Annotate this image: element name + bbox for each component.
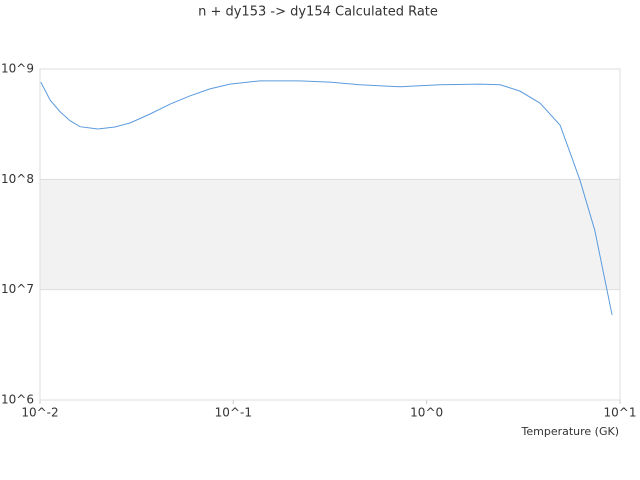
- x-tick-label: 10^-2: [21, 406, 58, 420]
- x-tick-label: 10^-1: [215, 406, 252, 420]
- y-tick-label: 10^6: [1, 393, 34, 407]
- x-axis-label: Temperature (GK): [521, 425, 620, 438]
- chart-title: n + dy153 -> dy154 Calculated Rate: [198, 5, 438, 20]
- data-line: [40, 80, 613, 316]
- y-tick-label: 10^9: [1, 62, 34, 76]
- grid-band: [40, 179, 620, 290]
- x-tick-label: 10^0: [410, 406, 443, 420]
- y-tick-label: 10^8: [1, 172, 34, 186]
- x-tick-label: 10^1: [604, 406, 637, 420]
- plot-border: [39, 68, 621, 401]
- y-tick-label: 10^7: [1, 282, 34, 296]
